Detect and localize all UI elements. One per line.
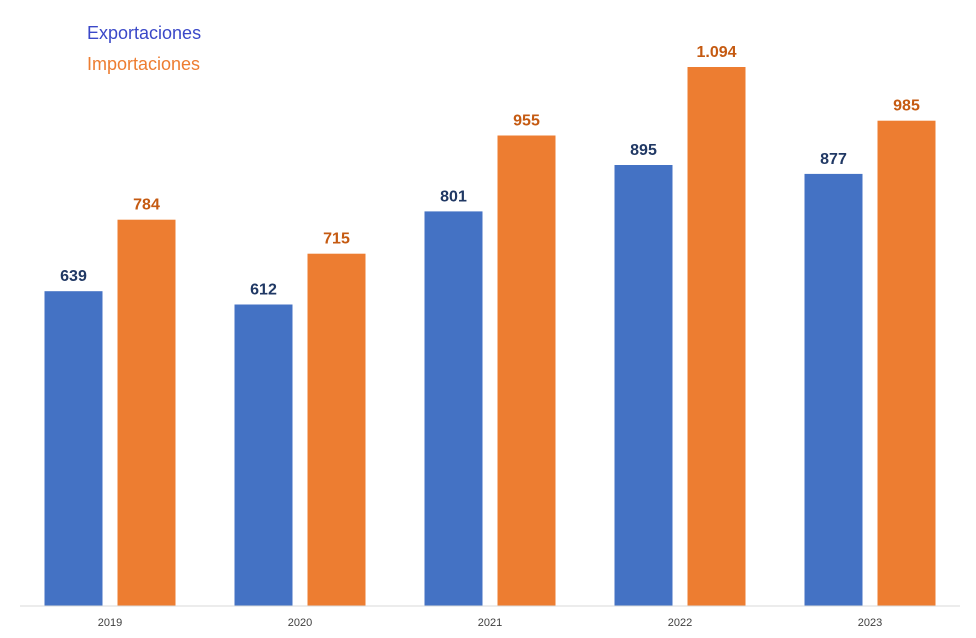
data-label-exportaciones-2020: 612 xyxy=(250,282,277,299)
bars-group xyxy=(44,67,936,606)
bar-exportaciones-2021 xyxy=(424,211,483,606)
data-label-exportaciones-2019: 639 xyxy=(60,268,87,285)
x-tick-label-2023: 2023 xyxy=(858,617,882,629)
data-label-importaciones-2022: 1.094 xyxy=(696,44,736,61)
legend: Exportaciones Importaciones xyxy=(87,23,201,74)
bar-exportaciones-2020 xyxy=(234,304,293,606)
bar-exportaciones-2022 xyxy=(614,165,673,606)
x-tick-label-2020: 2020 xyxy=(288,617,312,629)
data-label-exportaciones-2021: 801 xyxy=(440,188,467,205)
bar-importaciones-2019 xyxy=(117,219,176,606)
bar-importaciones-2021 xyxy=(497,135,556,606)
data-label-exportaciones-2022: 895 xyxy=(630,142,657,159)
data-labels-group: 639 784 612 715 801 955 895 1.094 877 985 xyxy=(60,44,920,299)
data-label-exportaciones-2023: 877 xyxy=(820,151,847,168)
bar-importaciones-2022 xyxy=(687,67,746,606)
data-label-importaciones-2021: 955 xyxy=(513,113,540,130)
x-tick-label-2022: 2022 xyxy=(668,617,692,629)
x-axis-tick-labels: 2019 2020 2021 2022 2023 xyxy=(98,617,882,629)
legend-entry-importaciones: Importaciones xyxy=(87,54,200,74)
bar-exportaciones-2019 xyxy=(44,291,103,606)
bar-importaciones-2020 xyxy=(307,253,366,606)
x-tick-label-2019: 2019 xyxy=(98,617,122,629)
legend-entry-exportaciones: Exportaciones xyxy=(87,23,201,43)
data-label-importaciones-2023: 985 xyxy=(893,98,920,115)
bar-exportaciones-2023 xyxy=(804,173,863,606)
bar-importaciones-2023 xyxy=(877,120,936,606)
x-tick-label-2021: 2021 xyxy=(478,617,502,629)
data-label-importaciones-2020: 715 xyxy=(323,231,350,248)
data-label-importaciones-2019: 784 xyxy=(133,197,160,214)
